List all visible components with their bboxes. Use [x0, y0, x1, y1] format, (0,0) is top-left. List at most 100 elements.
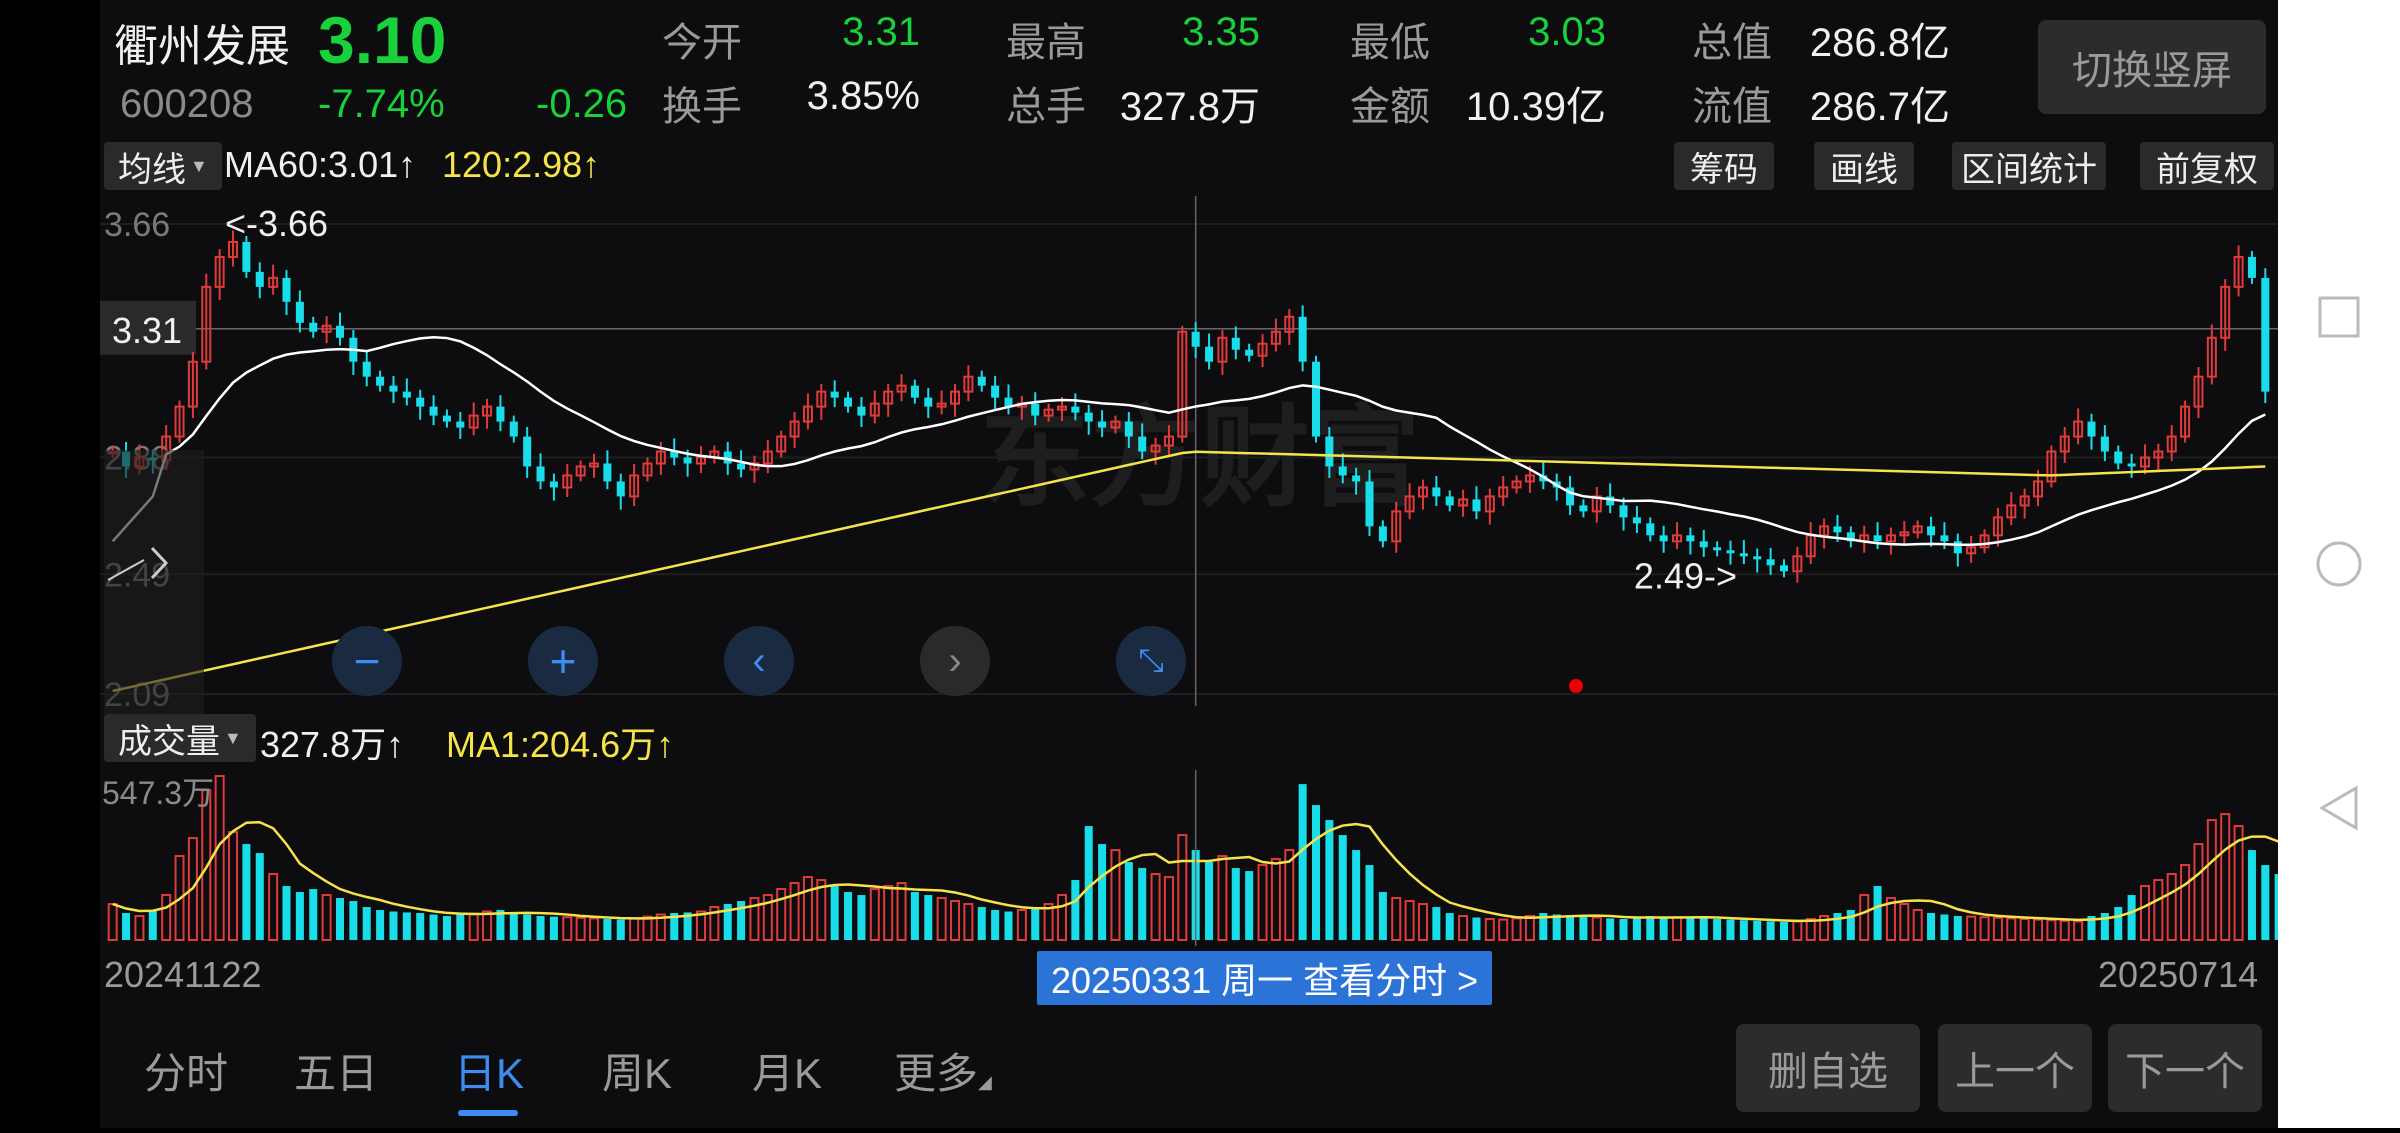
- candle: [1231, 337, 1240, 350]
- home-icon[interactable]: [2316, 541, 2362, 587]
- volume-bar: [1591, 916, 1602, 942]
- zoom-out-icon[interactable]: −: [332, 626, 402, 696]
- scroll-right-icon[interactable]: ›: [920, 626, 990, 696]
- volume-selector[interactable]: 成交量 ▼: [104, 714, 256, 762]
- candle: [1417, 486, 1428, 498]
- draw-line-button[interactable]: 画线: [1814, 142, 1914, 190]
- volume-bar: [1552, 914, 1561, 940]
- candle: [1338, 466, 1347, 476]
- volume-bar: [362, 907, 371, 940]
- candle: [1591, 495, 1602, 513]
- candle: [2073, 420, 2084, 438]
- volume-bar: [1659, 916, 1668, 940]
- candle: [1284, 315, 1295, 333]
- candle: [468, 414, 479, 429]
- candle: [187, 360, 198, 408]
- tab-intraday[interactable]: 分时: [144, 1050, 229, 1097]
- ma-selector[interactable]: 均线 ▼: [104, 142, 222, 190]
- switch-portrait-button[interactable]: 切换竖屏: [2038, 20, 2266, 114]
- volume-bar: [242, 844, 251, 940]
- candle: [2247, 256, 2256, 278]
- candle: [268, 276, 279, 288]
- collapse-icon[interactable]: ⤡: [1116, 626, 1186, 696]
- candle: [1056, 405, 1067, 411]
- volume-selector-label: 成交量: [118, 722, 220, 761]
- volume-bar: [2006, 917, 2017, 941]
- dropdown-icon: ▼: [190, 155, 208, 176]
- volume-bar: [883, 885, 894, 941]
- candle: [1245, 349, 1254, 356]
- volume-bar: [1245, 871, 1254, 940]
- change-amount: -0.26: [536, 82, 628, 126]
- volume-bar: [549, 916, 558, 940]
- volume-bar: [295, 892, 304, 940]
- candlestick-chart[interactable]: 东方财富 3.663.312.882.492.093.31 <-3.662.49…: [100, 196, 2278, 706]
- dropdown-icon: ▼: [224, 727, 242, 748]
- quote-value: 3.35: [1182, 10, 1260, 54]
- candle: [883, 390, 894, 405]
- candle: [549, 481, 558, 488]
- tab-weekly-k[interactable]: 周K: [602, 1050, 673, 1097]
- volume-bar: [1325, 820, 1334, 940]
- candle: [1646, 523, 1655, 536]
- volume-bar: [963, 903, 974, 942]
- forward-adjust-button[interactable]: 前复权: [2140, 142, 2274, 190]
- candle: [536, 466, 545, 482]
- zoom-in-icon[interactable]: +: [528, 626, 598, 696]
- volume-bar: [468, 912, 479, 942]
- quote-label: 今开: [662, 21, 742, 65]
- tab-five-day[interactable]: 五日: [294, 1050, 379, 1097]
- candle: [1659, 535, 1668, 542]
- quote-label: 最低: [1350, 21, 1430, 65]
- candle: [282, 277, 291, 302]
- back-icon[interactable]: [2319, 785, 2358, 831]
- expand-panel[interactable]: [104, 450, 204, 714]
- next-stock-button[interactable]: 下一个: [2108, 1024, 2262, 1112]
- candle: [335, 325, 344, 338]
- volume-bar: [321, 894, 332, 941]
- volume-bar: [2153, 879, 2164, 941]
- volume-bar: [737, 901, 746, 940]
- candle: [1191, 331, 1200, 347]
- quote-label: 总值: [1692, 21, 1772, 65]
- quote-label: 换手: [662, 85, 742, 129]
- recent-apps-icon[interactable]: [2318, 296, 2360, 338]
- candle: [2033, 480, 2044, 498]
- volume-bar: [1992, 916, 2003, 941]
- volume-bar: [1726, 919, 1735, 940]
- scroll-left-icon[interactable]: ‹: [724, 626, 794, 696]
- tab-daily-k[interactable]: 日K: [454, 1050, 525, 1097]
- volume-bar: [509, 913, 518, 940]
- candle: [1312, 361, 1321, 437]
- volume-bar: [1912, 909, 1923, 941]
- range-stats-button[interactable]: 区间统计: [1952, 142, 2106, 190]
- candle: [683, 457, 692, 464]
- quote-value: 3.31: [842, 10, 920, 54]
- volume-bar: [1124, 862, 1133, 940]
- volume-bar: [2087, 916, 2096, 940]
- tab-more-label: 更多: [894, 1050, 979, 1097]
- volume-bar: [1686, 917, 1695, 940]
- ma-selector-label: 均线: [118, 150, 186, 189]
- previous-stock-button[interactable]: 上一个: [1938, 1024, 2092, 1112]
- candle: [776, 435, 787, 453]
- volume-bar: [309, 889, 318, 940]
- candle: [2193, 375, 2204, 408]
- ma120-readout: 120:2.98↑: [442, 144, 601, 185]
- chips-button[interactable]: 筹码: [1674, 142, 1774, 190]
- cursor-date-label[interactable]: 20250331 周一 查看分时 >: [1037, 951, 1493, 1005]
- candle: [603, 463, 612, 482]
- candle: [321, 324, 332, 333]
- tab-monthly-k[interactable]: 月K: [752, 1050, 823, 1097]
- remove-watchlist-button[interactable]: 删自选: [1736, 1024, 1920, 1112]
- volume-bar: [789, 882, 800, 941]
- candle: [1071, 406, 1080, 413]
- volume-chart[interactable]: 547.3万: [100, 770, 2278, 946]
- volume-bar: [349, 901, 358, 940]
- candle: [242, 241, 251, 272]
- volume-bar: [869, 888, 880, 942]
- tab-more[interactable]: 更多◢: [894, 1040, 992, 1101]
- volume-bar: [1779, 922, 1788, 940]
- change-percent: -7.74%: [318, 82, 445, 126]
- volume-bar: [1098, 844, 1107, 940]
